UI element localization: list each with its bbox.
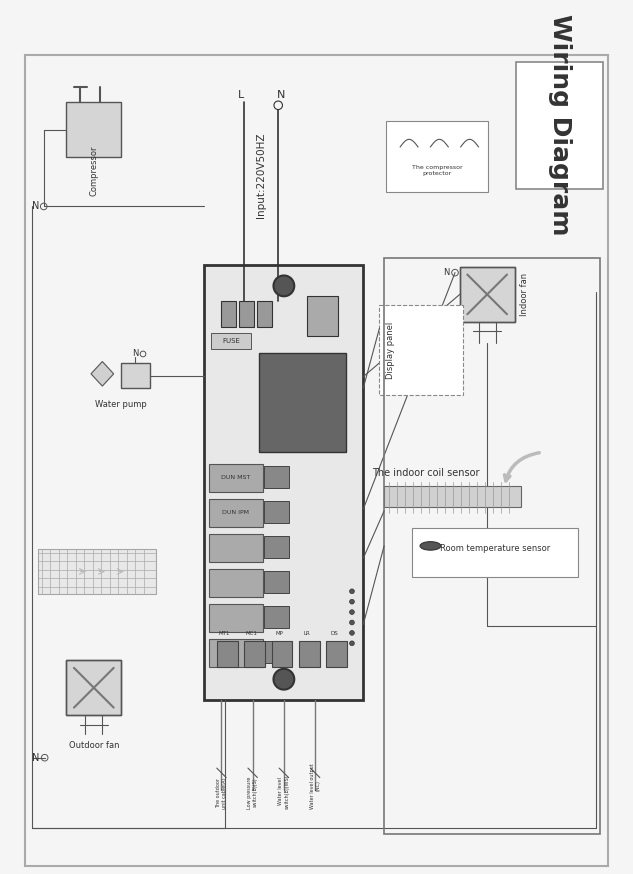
Text: MP: MP — [275, 631, 283, 636]
Text: Water pump: Water pump — [96, 399, 147, 408]
FancyBboxPatch shape — [264, 572, 289, 593]
FancyBboxPatch shape — [222, 301, 235, 328]
FancyBboxPatch shape — [327, 642, 348, 667]
Text: DUN IPM: DUN IPM — [222, 510, 249, 516]
Text: Wiring Diagram: Wiring Diagram — [548, 14, 572, 236]
FancyBboxPatch shape — [66, 102, 122, 157]
Text: The outdoor
unit cable(A): The outdoor unit cable(A) — [216, 777, 227, 808]
FancyBboxPatch shape — [258, 301, 272, 328]
Text: MC1: MC1 — [246, 631, 258, 636]
FancyBboxPatch shape — [209, 604, 263, 632]
Text: L: L — [238, 90, 244, 100]
FancyBboxPatch shape — [517, 62, 603, 190]
FancyBboxPatch shape — [66, 661, 122, 715]
FancyBboxPatch shape — [272, 642, 292, 667]
Text: N: N — [32, 753, 40, 763]
FancyBboxPatch shape — [209, 534, 263, 562]
Text: N: N — [32, 202, 39, 212]
FancyBboxPatch shape — [386, 121, 488, 192]
FancyBboxPatch shape — [306, 296, 338, 336]
FancyBboxPatch shape — [239, 301, 254, 328]
FancyBboxPatch shape — [379, 305, 463, 395]
Text: FUSE: FUSE — [222, 337, 240, 343]
Circle shape — [349, 630, 354, 635]
FancyBboxPatch shape — [244, 642, 265, 667]
Text: Water level output
(NC): Water level output (NC) — [310, 763, 320, 808]
Circle shape — [349, 621, 354, 625]
Circle shape — [273, 669, 294, 690]
FancyBboxPatch shape — [209, 499, 263, 527]
FancyBboxPatch shape — [38, 549, 156, 594]
Text: Room temperature sensor: Room temperature sensor — [439, 545, 550, 553]
FancyBboxPatch shape — [209, 463, 263, 492]
FancyBboxPatch shape — [216, 642, 237, 667]
FancyBboxPatch shape — [204, 265, 363, 700]
FancyBboxPatch shape — [211, 333, 251, 350]
Text: Outdoor fan: Outdoor fan — [68, 741, 119, 750]
Circle shape — [349, 610, 354, 614]
Text: Water level
switch(B)(WS): Water level switch(B)(WS) — [279, 774, 289, 808]
Polygon shape — [91, 362, 114, 386]
Text: Low pressure
switch(B)(S): Low pressure switch(B)(S) — [248, 776, 258, 808]
Text: N: N — [277, 90, 285, 100]
Text: DUN MST: DUN MST — [221, 475, 250, 481]
Ellipse shape — [420, 542, 441, 550]
FancyBboxPatch shape — [264, 607, 289, 628]
FancyBboxPatch shape — [260, 353, 346, 453]
FancyBboxPatch shape — [299, 642, 320, 667]
Text: DS: DS — [330, 631, 338, 636]
Circle shape — [349, 600, 354, 604]
Text: The indoor coil sensor: The indoor coil sensor — [372, 468, 479, 478]
Text: N: N — [132, 350, 139, 358]
FancyBboxPatch shape — [413, 528, 578, 577]
FancyBboxPatch shape — [209, 569, 263, 597]
FancyBboxPatch shape — [264, 502, 289, 524]
FancyBboxPatch shape — [384, 486, 521, 507]
Circle shape — [349, 641, 354, 646]
FancyBboxPatch shape — [264, 467, 289, 489]
FancyBboxPatch shape — [264, 537, 289, 558]
Text: The compressor
protector: The compressor protector — [411, 165, 462, 176]
FancyBboxPatch shape — [460, 267, 515, 322]
Text: N: N — [443, 268, 449, 277]
Text: LR: LR — [303, 631, 310, 636]
FancyBboxPatch shape — [122, 364, 149, 388]
Circle shape — [349, 589, 354, 593]
Text: Compressor: Compressor — [89, 145, 98, 196]
Text: MT1: MT1 — [218, 631, 230, 636]
FancyBboxPatch shape — [25, 55, 608, 866]
Circle shape — [273, 275, 294, 296]
Text: Indoor fan: Indoor fan — [520, 273, 529, 316]
FancyBboxPatch shape — [264, 642, 289, 663]
FancyBboxPatch shape — [209, 639, 263, 667]
Text: Display panel: Display panel — [386, 322, 395, 378]
Text: Input:220V50HZ: Input:220V50HZ — [256, 133, 266, 218]
